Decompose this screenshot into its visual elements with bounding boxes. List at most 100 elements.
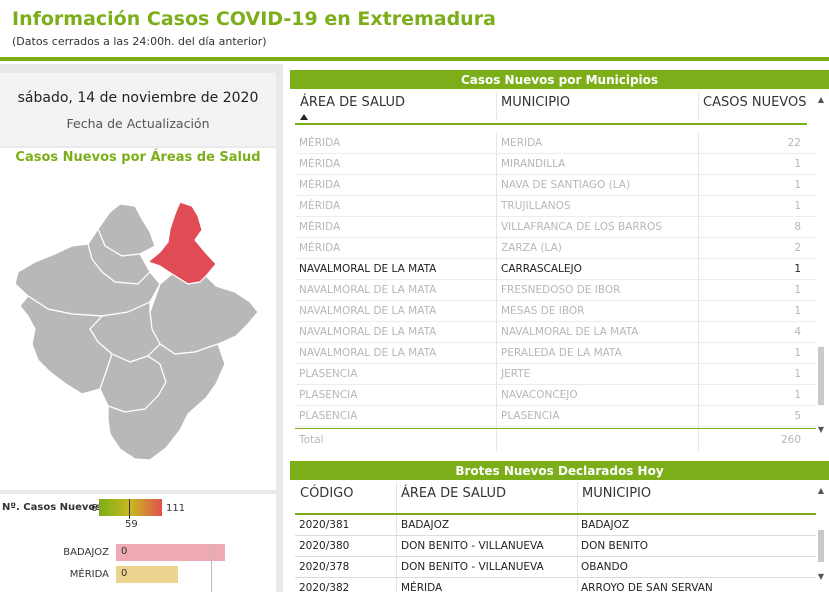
municipios-table-body: MÉRIDA MERIDA 22 MÉRIDA MIRANDILLA 1 MÉRIDA NAV… — [295, 133, 817, 427]
scroll-down-icon[interactable]: ▼ — [817, 425, 825, 434]
cell-municipio: PERALEDA DE LA MATA — [501, 347, 622, 359]
cell-casos: 1 — [794, 158, 801, 170]
cell-casos: 4 — [794, 326, 801, 338]
cell-area: DON BENITO - VILLANUEVA — [401, 540, 544, 552]
cell-area: PLASENCIA — [299, 410, 358, 422]
table-row[interactable]: MÉRIDA MERIDA 22 — [295, 133, 817, 154]
cell-area: MÉRIDA — [299, 242, 341, 254]
map-area-don-benito[interactable] — [149, 273, 259, 355]
cell-area: MÉRIDA — [299, 200, 341, 212]
scroll-up-icon[interactable]: ▲ — [817, 95, 825, 104]
cell-area: MÉRIDA — [299, 221, 341, 233]
cell-area: NAVALMORAL DE LA MATA — [299, 305, 437, 317]
map-title: Casos Nuevos por Áreas de Salud — [15, 150, 261, 165]
cell-municipio: CARRASCALEJO — [501, 263, 582, 275]
table-row[interactable]: MÉRIDA NAVA DE SANTIAGO (LA) 1 — [295, 175, 817, 196]
cell-area: NAVALMORAL DE LA MATA — [299, 347, 437, 359]
cell-codigo: 2020/378 — [299, 561, 350, 573]
header-divider — [0, 57, 829, 61]
cell-municipio: MERIDA — [501, 137, 543, 149]
column-header-municipio[interactable]: MUNICIPIO — [501, 95, 571, 110]
table-row[interactable]: NAVALMORAL DE LA MATA FRESNEDOSO DE IBOR 1 — [295, 280, 817, 301]
page-title: Información Casos COVID-19 en Extremadur… — [12, 8, 496, 30]
sort-ascending-icon[interactable] — [300, 114, 308, 120]
cell-area: MÉRIDA — [401, 582, 443, 592]
scroll-thumb[interactable] — [818, 347, 824, 405]
map-area-llerena[interactable] — [107, 343, 226, 461]
table-row[interactable]: MÉRIDA ZARZA (LA) 2 — [295, 238, 817, 259]
brotes-scrollbar[interactable]: ▲ ▼ — [816, 486, 826, 592]
scroll-up-icon[interactable]: ▲ — [817, 486, 825, 495]
table-row[interactable]: NAVALMORAL DE LA MATA MESAS DE IBOR 1 — [295, 301, 817, 322]
cell-municipio: PLASENCIA — [501, 410, 560, 422]
map-area-navalmoral[interactable] — [147, 201, 217, 285]
total-label: Total — [299, 434, 324, 446]
cell-area: MÉRIDA — [299, 158, 341, 170]
cell-area: BADAJOZ — [401, 519, 450, 531]
table-row[interactable]: MÉRIDA VILLAFRANCA DE LOS BARROS 8 — [295, 217, 817, 238]
cell-casos: 1 — [794, 200, 801, 212]
cell-municipio: NAVALMORAL DE LA MATA — [501, 326, 639, 338]
scroll-thumb[interactable] — [818, 530, 824, 562]
bar-merida[interactable]: 0 — [116, 566, 178, 583]
cell-codigo: 2020/382 — [299, 582, 350, 592]
table-row[interactable]: NAVALMORAL DE LA MATA NAVALMORAL DE LA MA… — [295, 322, 817, 343]
cell-codigo: 2020/380 — [299, 540, 350, 552]
cell-casos: 2 — [794, 242, 801, 254]
table-row[interactable]: MÉRIDA TRUJILLANOS 1 — [295, 196, 817, 217]
legend-label: Nº. Casos Nuevos — [2, 502, 102, 513]
page-subtitle: (Datos cerrados a las 24:00h. del día an… — [12, 35, 267, 48]
map-area-badajoz[interactable] — [19, 295, 113, 395]
bar-label-merida: MÉRIDA — [69, 569, 109, 580]
cell-casos: 8 — [794, 221, 801, 233]
column-header-municipio[interactable]: MUNICIPIO — [582, 486, 652, 501]
column-divider — [698, 92, 699, 120]
page-header: Información Casos COVID-19 en Extremadur… — [0, 0, 829, 62]
table-row[interactable]: 2020/382 MÉRIDA ARROYO DE SAN SERVAN — [295, 578, 817, 592]
cell-casos: 1 — [794, 263, 801, 275]
table-row[interactable]: NAVALMORAL DE LA MATA PERALEDA DE LA MATA… — [295, 343, 817, 364]
legend-gradient — [99, 499, 162, 516]
table-row[interactable]: 2020/378 DON BENITO - VILLANUEVA OBANDO — [295, 557, 817, 578]
table-header-rule — [295, 513, 817, 515]
cell-casos: 5 — [794, 410, 801, 422]
cell-area: NAVALMORAL DE LA MATA — [299, 284, 437, 296]
column-header-codigo[interactable]: CÓDIGO — [300, 486, 354, 501]
bar-badajoz[interactable]: 0 — [116, 544, 225, 561]
cell-casos: 1 — [794, 179, 801, 191]
left-column: sábado, 14 de noviembre de 2020 Fecha de… — [0, 64, 283, 592]
cell-casos: 1 — [794, 284, 801, 296]
cell-area: MÉRIDA — [299, 179, 341, 191]
column-divider — [698, 133, 699, 451]
cell-municipio: ARROYO DE SAN SERVAN — [581, 582, 713, 592]
cell-casos: 1 — [794, 389, 801, 401]
table-row[interactable]: MÉRIDA MIRANDILLA 1 — [295, 154, 817, 175]
table-row[interactable]: NAVALMORAL DE LA MATA CARRASCALEJO 1 — [295, 259, 817, 280]
cell-codigo: 2020/381 — [299, 519, 350, 531]
panel-top-rule — [290, 70, 829, 73]
scroll-down-icon[interactable]: ▼ — [817, 572, 825, 581]
column-divider — [577, 482, 578, 592]
cell-municipio: TRUJILLANOS — [501, 200, 571, 212]
table-row[interactable]: PLASENCIA JERTE 1 — [295, 364, 817, 385]
column-header-casos[interactable]: CASOS NUEVOS — [703, 95, 807, 110]
legend-mid-tick — [129, 499, 130, 519]
legend-mid: 59 — [125, 519, 138, 530]
cell-municipio: MESAS DE IBOR — [501, 305, 585, 317]
table-row[interactable]: 2020/380 DON BENITO - VILLANUEVA DON BENIT… — [295, 536, 817, 557]
bar-value: 0 — [121, 546, 128, 557]
column-divider — [496, 133, 497, 451]
table-row[interactable]: 2020/381 BADAJOZ BADAJOZ — [295, 515, 817, 536]
column-header-area[interactable]: ÁREA DE SALUD — [300, 95, 406, 110]
total-value: 260 — [780, 434, 801, 446]
table-row[interactable]: PLASENCIA NAVACONCEJO 1 — [295, 385, 817, 406]
cell-casos: 22 — [787, 137, 801, 149]
table-header-rule — [295, 123, 807, 125]
column-header-area[interactable]: ÁREA DE SALUD — [401, 486, 507, 501]
bar-axis — [211, 544, 212, 592]
brotes-panel-title: Brotes Nuevos Declarados Hoy — [290, 463, 829, 480]
table-row[interactable]: PLASENCIA PLASENCIA 5 — [295, 406, 817, 427]
municipios-scrollbar[interactable]: ▲ ▼ — [816, 95, 826, 437]
cell-municipio: NAVA DE SANTIAGO (LA) — [501, 179, 631, 191]
cell-area: MÉRIDA — [299, 137, 341, 149]
